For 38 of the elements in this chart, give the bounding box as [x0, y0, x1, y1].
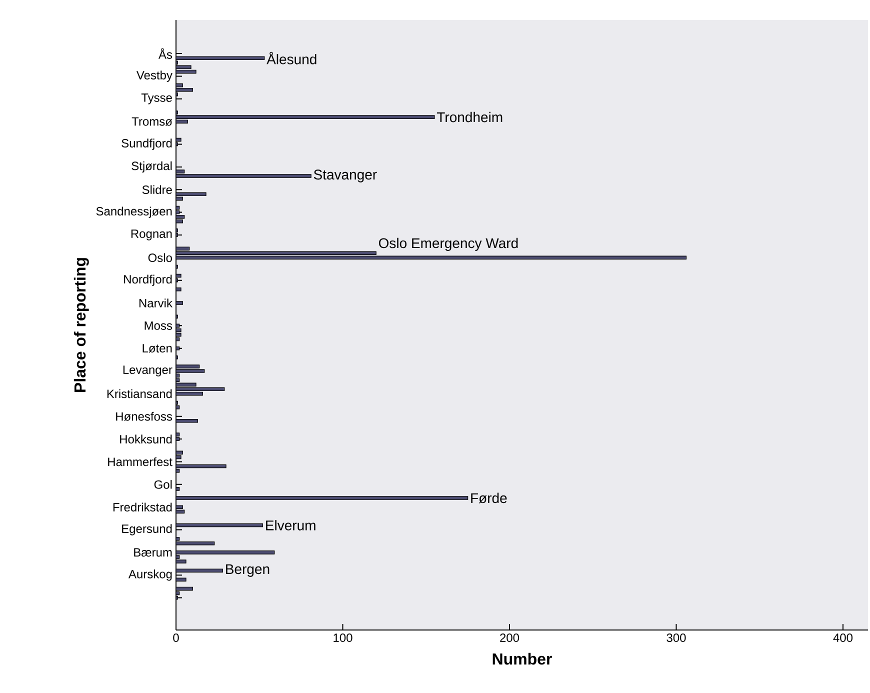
x-tick-label: 300 [666, 634, 686, 642]
data-label: Ålesund [266, 52, 316, 64]
y-tick-label: Nordfjord [124, 274, 172, 286]
y-tick-label: Egersund [122, 524, 172, 536]
y-tick-label: Kristiansand [107, 389, 172, 398]
data-label: Trondheim [436, 112, 502, 122]
y-tick-label: Ås [158, 48, 172, 59]
y-tick-label: Hokksund [120, 434, 172, 444]
y-tick-label: Gol [154, 480, 172, 489]
y-tick-label: Tromsø [132, 117, 172, 126]
y-tick-label: Levanger [123, 366, 172, 376]
y-tick-label: Rognan [131, 230, 172, 240]
data-label: Førde [471, 492, 507, 504]
y-tick-label: Tysse [141, 94, 172, 104]
y-axis-title: Place of reporting [74, 258, 89, 392]
x-tick-label: 200 [500, 634, 520, 642]
y-tick-label: Hammerfest [108, 457, 172, 466]
x-tick-label: 400 [833, 634, 853, 642]
x-tick-label: 100 [334, 634, 352, 642]
y-tick-label: Sandnessjøen [96, 206, 172, 218]
x-axis-title: Number [492, 652, 552, 665]
y-tick-label: Vestby [136, 70, 172, 82]
y-tick-label: Slidre [142, 185, 172, 194]
y-tick-label: Stjørdal [132, 161, 172, 173]
data-label: Stavanger [314, 170, 377, 182]
y-tick-label: Fredrikstad [113, 502, 172, 512]
y-tick-label: Bærum [134, 548, 172, 557]
y-tick-label: Løten [142, 344, 172, 353]
y-tick-label: Narvik [139, 298, 172, 308]
data-label: Elverum [266, 520, 316, 530]
y-tick-label: Hønesfoss [116, 412, 172, 421]
data-label: Oslo Emergency Ward [378, 238, 518, 251]
y-tick-label: Aurskog [128, 570, 172, 581]
x-tick-label: 0 [173, 634, 179, 642]
y-tick-label: Sundfjord [122, 138, 172, 150]
y-tick-label: Oslo [148, 253, 172, 262]
y-tick-label: Moss [144, 321, 172, 330]
data-label: Bergen [226, 564, 270, 577]
